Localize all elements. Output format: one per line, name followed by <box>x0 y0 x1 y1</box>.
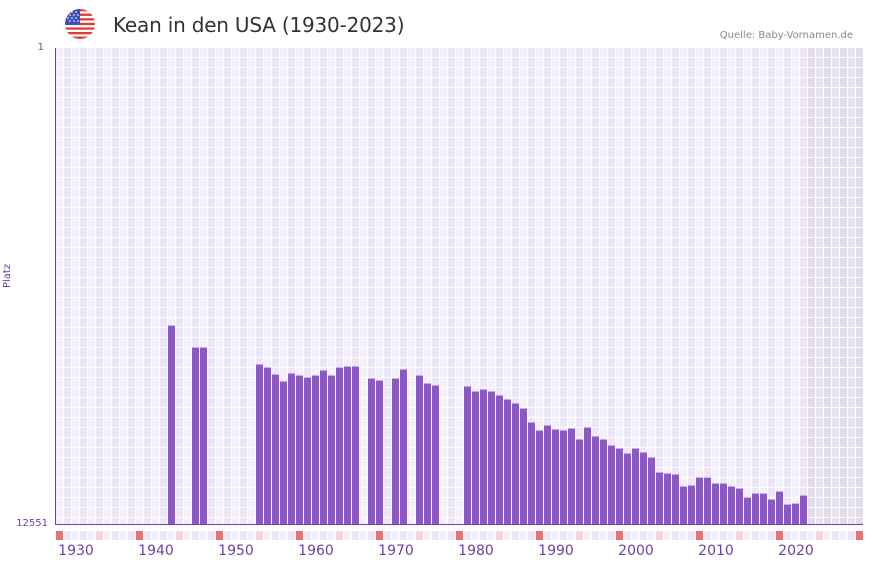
x-tick-2010: 2010 <box>698 543 734 559</box>
bar-1965 <box>352 366 359 524</box>
year-marker-row <box>56 525 863 540</box>
x-tick-1960: 1960 <box>298 543 334 559</box>
bar-1963 <box>336 367 343 524</box>
bar-2016 <box>760 493 767 524</box>
x-tick-1980: 1980 <box>458 543 494 559</box>
bar-1959 <box>304 377 311 524</box>
bar-1970 <box>392 378 399 524</box>
us-flag-icon <box>65 9 95 39</box>
bar-2000 <box>632 448 639 524</box>
bar-2014 <box>744 497 751 524</box>
bar-1988 <box>536 430 543 524</box>
plot-area <box>56 48 863 527</box>
y-axis-label: Platz <box>2 263 13 288</box>
y-axis-line <box>55 48 56 525</box>
bar-1996 <box>600 439 607 524</box>
bar-1992 <box>568 428 575 524</box>
x-tick-1940: 1940 <box>138 543 174 559</box>
bar-1982 <box>488 391 495 524</box>
bar-2015 <box>752 493 759 524</box>
bar-1997 <box>608 445 615 524</box>
bar-1981 <box>480 389 487 524</box>
bar-2006 <box>680 486 687 524</box>
bar-1968 <box>376 380 383 524</box>
bar-1953 <box>256 364 263 524</box>
x-tick-1950: 1950 <box>218 543 254 559</box>
bar-1998 <box>616 448 623 524</box>
bar-1945 <box>192 347 199 524</box>
chart-title: Kean in den USA (1930-2023) <box>113 13 405 37</box>
x-tick-2000: 2000 <box>618 543 654 559</box>
x-tick-1970: 1970 <box>378 543 414 559</box>
bar-1957 <box>288 373 295 524</box>
bar-2017 <box>768 499 775 524</box>
bar-1994 <box>584 427 591 524</box>
bar-1960 <box>312 375 319 524</box>
bar-2010 <box>712 483 719 524</box>
bar-1961 <box>320 370 327 524</box>
bar-1946 <box>200 347 207 524</box>
bar-1964 <box>344 366 351 524</box>
bar-2018 <box>776 491 783 524</box>
bar-1955 <box>272 374 279 524</box>
x-tick-2020: 2020 <box>778 543 814 559</box>
x-tick-1930: 1930 <box>58 543 94 559</box>
bar-1985 <box>512 403 519 524</box>
bar-1986 <box>520 408 527 524</box>
bar-2011 <box>720 483 727 524</box>
bar-1971 <box>400 369 407 524</box>
x-axis-line <box>56 524 863 525</box>
bar-1975 <box>432 385 439 524</box>
bar-2021 <box>800 495 807 524</box>
bar-1984 <box>504 399 511 524</box>
bar-1990 <box>552 429 559 524</box>
bar-2019 <box>784 504 791 524</box>
bar-1974 <box>424 383 431 524</box>
bar-2002 <box>648 457 655 524</box>
source-credit: Quelle: Baby-Vornamen.de <box>719 30 853 41</box>
bar-2009 <box>704 477 711 524</box>
bar-1967 <box>368 378 375 524</box>
bar-1979 <box>464 386 471 524</box>
x-tick-1990: 1990 <box>538 543 574 559</box>
y-tick-bottom: 12551 <box>16 518 48 529</box>
bar-1983 <box>496 395 503 524</box>
bar-1991 <box>560 430 567 524</box>
bar-2007 <box>688 485 695 524</box>
bar-1987 <box>528 422 535 524</box>
bar-2008 <box>696 477 703 524</box>
bar-2020 <box>792 503 799 524</box>
y-tick-top: 1 <box>37 42 44 53</box>
bar-2013 <box>736 488 743 524</box>
bar-1980 <box>472 391 479 524</box>
bar-2003 <box>656 472 663 524</box>
bar-1956 <box>280 381 287 524</box>
bar-1958 <box>296 375 303 524</box>
bar-2012 <box>728 486 735 524</box>
bar-1989 <box>544 425 551 524</box>
bar-1995 <box>592 436 599 524</box>
bar-1973 <box>416 375 423 524</box>
bar-1999 <box>624 453 631 524</box>
bar-1954 <box>264 367 271 524</box>
bar-1942 <box>168 325 175 524</box>
bar-2004 <box>664 473 671 524</box>
bar-1962 <box>328 375 335 524</box>
bar-1993 <box>576 439 583 524</box>
bar-chart <box>56 48 863 527</box>
bar-2005 <box>672 474 679 524</box>
bar-2001 <box>640 452 647 524</box>
